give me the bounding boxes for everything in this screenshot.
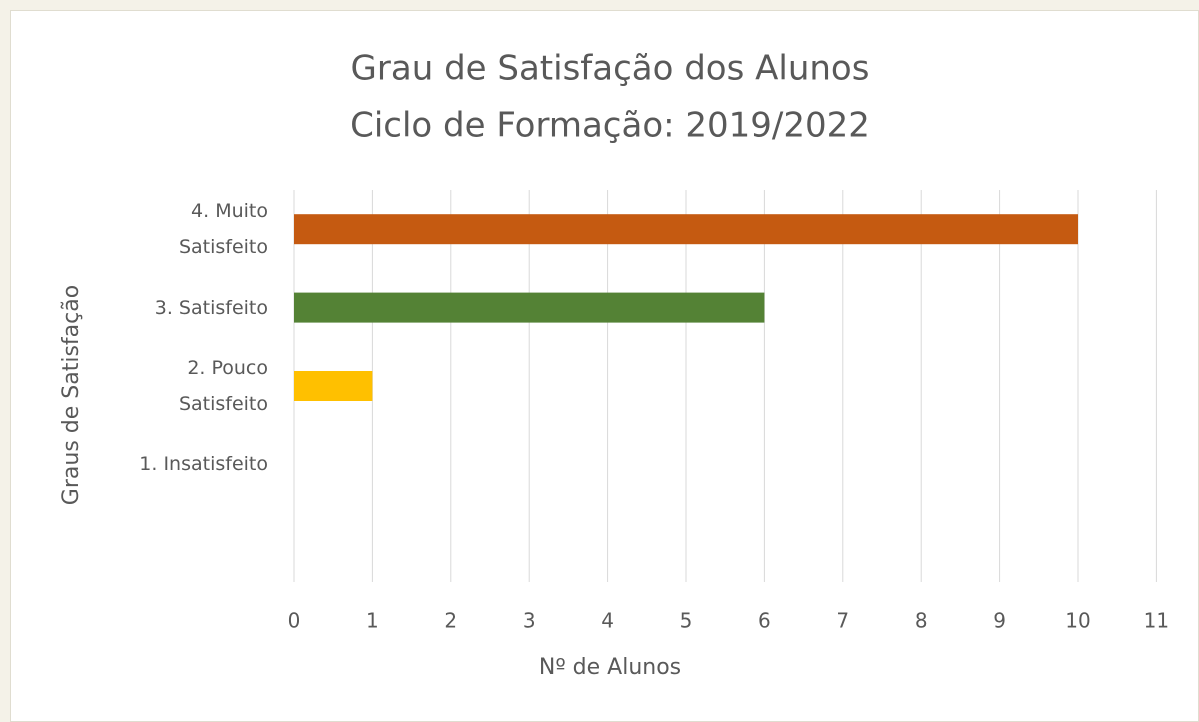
x-tick-label: 2: [444, 609, 457, 633]
y-tick-label: 3. Satisfeito: [154, 296, 268, 319]
x-tick-label: 7: [836, 609, 849, 633]
chart-title: Grau de Satisfação dos Alunos: [351, 49, 870, 89]
x-tick-label: 3: [523, 609, 536, 633]
x-axis-label: Nº de Alunos: [539, 655, 681, 680]
chart-subtitle: Ciclo de Formação: 2019/2022: [350, 106, 870, 146]
x-tick-label: 10: [1065, 609, 1090, 633]
x-tick-label: 0: [288, 609, 301, 633]
y-tick-label: 4. Muito Satisfeito: [178, 200, 268, 259]
chart-panel: [10, 10, 1199, 722]
x-tick-label: 5: [680, 609, 693, 633]
x-tick-label: 11: [1144, 609, 1169, 633]
x-tick-label: 8: [915, 609, 928, 633]
y-axis-label: Graus de Satisfação: [59, 285, 84, 505]
x-tick-label: 9: [993, 609, 1006, 633]
x-tick-label: 4: [601, 609, 614, 633]
y-tick-label: 2. Pouco Satisfeito: [178, 357, 268, 415]
y-tick-label: 1. Insatisfeito: [139, 453, 268, 476]
bar: [294, 214, 1078, 245]
bar: [294, 292, 765, 323]
bar: [294, 371, 373, 401]
x-tick-label: 1: [366, 609, 379, 633]
x-tick-label: 6: [758, 609, 771, 633]
